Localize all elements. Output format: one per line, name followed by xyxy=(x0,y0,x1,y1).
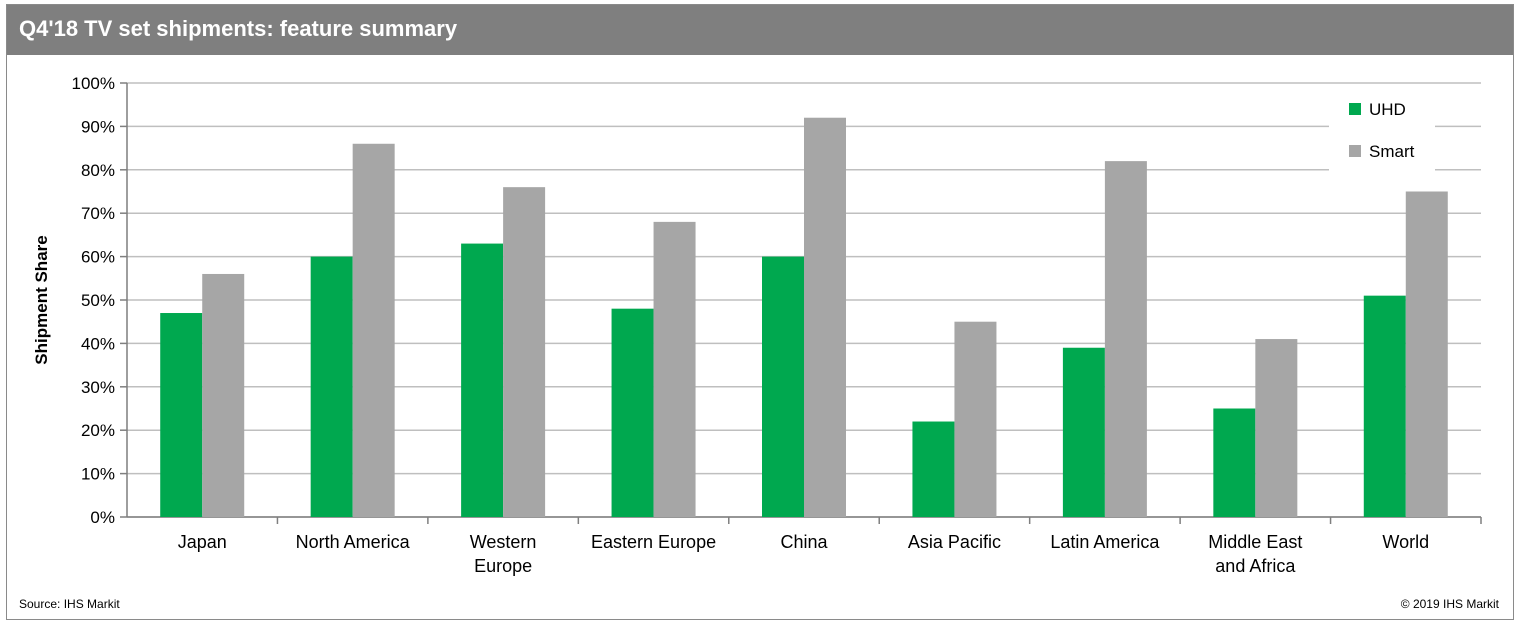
y-tick-label: 40% xyxy=(81,334,115,353)
y-tick-label: 70% xyxy=(81,204,115,223)
bar-uhd xyxy=(1213,408,1256,517)
bar-smart xyxy=(202,273,245,517)
x-category-label: China xyxy=(780,532,828,552)
bar-uhd xyxy=(762,256,804,517)
chart-title: Q4'18 TV set shipments: feature summary xyxy=(19,16,458,41)
bar-smart xyxy=(653,221,696,517)
bar-smart xyxy=(1255,339,1298,517)
title-bar: Q4'18 TV set shipments: feature summary xyxy=(7,5,1513,55)
y-tick-label: 10% xyxy=(81,465,115,484)
x-category-label: Asia Pacific xyxy=(908,532,1001,552)
y-tick-label: 90% xyxy=(81,117,115,136)
y-tick-label: 100% xyxy=(72,74,115,93)
bar-uhd xyxy=(461,243,504,517)
x-category-label: Japan xyxy=(178,532,227,552)
bar-smart xyxy=(804,117,846,517)
bar-smart xyxy=(503,187,546,517)
bar-uhd xyxy=(1062,347,1105,517)
x-category-label: Latin America xyxy=(1050,532,1160,552)
bar-chart: 0% 10% 20% 30% 40% 50% 60% 70% 80% 90% 100% Shipmen… xyxy=(32,74,1482,576)
copyright-note: © 2019 IHS Markit xyxy=(1400,597,1499,611)
bar-uhd xyxy=(611,308,654,517)
y-tick-label: 50% xyxy=(81,291,115,310)
legend-swatch-uhd xyxy=(1349,103,1361,115)
bar-smart xyxy=(1405,191,1448,517)
x-category-label: and Africa xyxy=(1215,556,1296,576)
legend-swatch-smart xyxy=(1349,145,1361,157)
bar-uhd xyxy=(1363,295,1406,517)
y-tick-label: 60% xyxy=(81,248,115,267)
bar-uhd xyxy=(160,313,203,517)
x-category-label: Middle East xyxy=(1208,532,1302,552)
bar-uhd xyxy=(912,421,955,517)
y-tick-label: 20% xyxy=(81,421,115,440)
bar-smart xyxy=(352,143,395,517)
bar-smart xyxy=(954,321,997,517)
x-category-label: North America xyxy=(296,532,411,552)
source-note: Source: IHS Markit xyxy=(19,597,120,611)
bar-uhd xyxy=(310,256,353,517)
y-tick-label: 80% xyxy=(81,161,115,180)
x-category-label: Europe xyxy=(474,556,532,576)
y-tick-label: 0% xyxy=(90,508,115,527)
y-axis-title: Shipment Share xyxy=(32,235,51,364)
x-category-label: Eastern Europe xyxy=(591,532,716,552)
x-category-label: World xyxy=(1382,532,1429,552)
legend-box xyxy=(1329,89,1435,171)
bar-smart xyxy=(1104,161,1147,517)
chart-frame: Q4'18 TV set shipments: feature summary … xyxy=(6,4,1514,620)
legend-label-smart: Smart xyxy=(1369,142,1415,161)
legend-label-uhd: UHD xyxy=(1369,100,1406,119)
y-tick-label: 30% xyxy=(81,378,115,397)
x-category-label: Western xyxy=(470,532,537,552)
